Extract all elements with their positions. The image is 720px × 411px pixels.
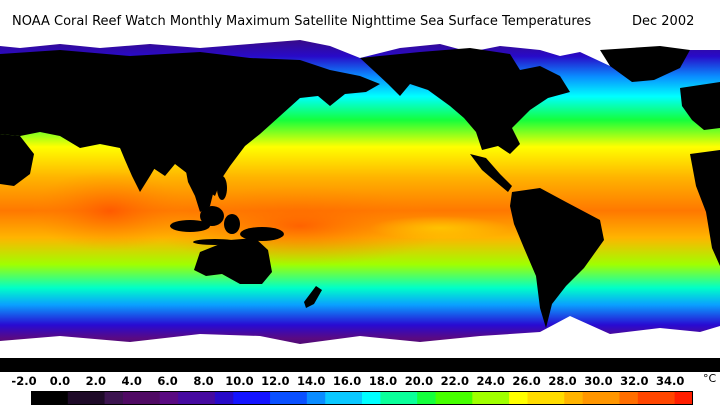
colorbar-swatch	[31, 391, 50, 405]
landmass-europe-west	[680, 82, 720, 130]
colorbar-tick-label: 34.0	[656, 374, 685, 388]
colorbar-swatch	[214, 391, 234, 405]
temperature-colorbar	[31, 391, 693, 405]
colorbar-swatch	[527, 391, 547, 405]
landmass-north-america	[360, 48, 570, 154]
colorbar-tick-label: 18.0	[368, 374, 398, 388]
landmass-central-america	[470, 154, 512, 192]
map-date: Dec 2002	[632, 14, 695, 29]
colorbar-swatch	[509, 391, 528, 405]
colorbar-tick-label: 32.0	[620, 374, 649, 388]
colorbar-swatch	[490, 391, 510, 405]
colorbar-swatch	[380, 391, 400, 405]
landmass-eurasia	[0, 50, 380, 196]
colorbar-tick-label: 26.0	[512, 374, 541, 388]
colorbar-swatch	[196, 391, 216, 405]
colorbar-swatch	[582, 391, 602, 405]
colorbar-swatch	[362, 391, 381, 405]
colorbar-tick-label: 20.0	[404, 374, 434, 388]
landmass-africa	[0, 134, 34, 186]
colorbar-swatch	[656, 391, 676, 405]
landmass-japan	[228, 106, 250, 140]
colorbar-swatch	[398, 391, 418, 405]
colorbar-tick-label: 14.0	[297, 374, 326, 388]
landmass-south-america	[510, 188, 604, 328]
landmass-maritime-continent	[170, 176, 284, 245]
colorbar-swatch	[270, 391, 289, 405]
colorbar-swatch	[637, 391, 657, 405]
colorbar-swatch	[122, 391, 142, 405]
colorbar-tick-label: 12.0	[261, 374, 290, 388]
colorbar-tick-label: 22.0	[440, 374, 469, 388]
colorbar-swatch	[545, 391, 565, 405]
colorbar-tick-label: 30.0	[584, 374, 613, 388]
colorbar-swatch	[86, 391, 106, 405]
colorbar-tick-label: 28.0	[548, 374, 577, 388]
colorbar-swatch	[233, 391, 253, 405]
colorbar-tick-label: 2.0	[85, 374, 106, 388]
colorbar-swatch	[159, 391, 179, 405]
land-masses	[0, 46, 720, 372]
colorbar-tick-label: -2.0	[11, 374, 37, 388]
colorbar-tick-label: 0.0	[49, 374, 71, 388]
colorbar-border	[31, 391, 693, 405]
colorbar-swatch	[674, 391, 693, 405]
landmass-southeast-asia	[185, 166, 215, 212]
map-title-bar: NOAA Coral Reef Watch Monthly Maximum Sa…	[0, 0, 720, 36]
colorbar-tick-label: 24.0	[476, 374, 505, 388]
landmass-africa-west	[690, 150, 720, 266]
colorbar-swatch	[564, 391, 584, 405]
sst-world-map	[0, 36, 720, 372]
colorbar-swatch	[619, 391, 639, 405]
colorbar-swatch	[251, 391, 271, 405]
colorbar-tick-label: 10.0	[225, 374, 254, 388]
temperature-unit-label: °C	[703, 372, 717, 385]
colorbar-swatch	[288, 391, 308, 405]
landmass-antarctica	[0, 358, 720, 372]
colorbar-swatch	[325, 391, 345, 405]
colorbar-swatch	[472, 391, 492, 405]
colorbar-swatch	[601, 391, 620, 405]
colorbar-swatch	[49, 391, 69, 405]
colorbar-swatch	[141, 391, 161, 405]
colorbar-swatch	[178, 391, 197, 405]
colorbar-tick-label: 8.0	[193, 374, 214, 388]
landmass-new-zealand	[304, 286, 322, 308]
colorbar-swatch	[104, 391, 124, 405]
colorbar-swatch	[435, 391, 455, 405]
map-title: NOAA Coral Reef Watch Monthly Maximum Sa…	[12, 14, 592, 29]
colorbar-tick-label: 6.0	[157, 374, 178, 388]
eastern-pacific-cooler-tongue	[370, 216, 510, 240]
landmass-australia	[194, 238, 272, 284]
colorbar-tick-label: 16.0	[332, 374, 362, 388]
landmass-indian-subcontinent	[120, 148, 162, 192]
colorbar-swatch	[417, 391, 437, 405]
colorbar-swatch	[306, 391, 326, 405]
colorbar-tick-labels: -2.0 0.0 2.0 4.0 6.0 8.0 10.0 12.0 14.0 16.0 18.0 2…	[0, 374, 720, 390]
landmass-greenland	[600, 46, 690, 82]
colorbar-swatch	[343, 391, 363, 405]
colorbar-swatch	[453, 391, 473, 405]
colorbar-swatch	[67, 391, 87, 405]
indian-ocean-warm-area	[30, 171, 190, 251]
colorbar-tick-label: 4.0	[121, 374, 142, 388]
